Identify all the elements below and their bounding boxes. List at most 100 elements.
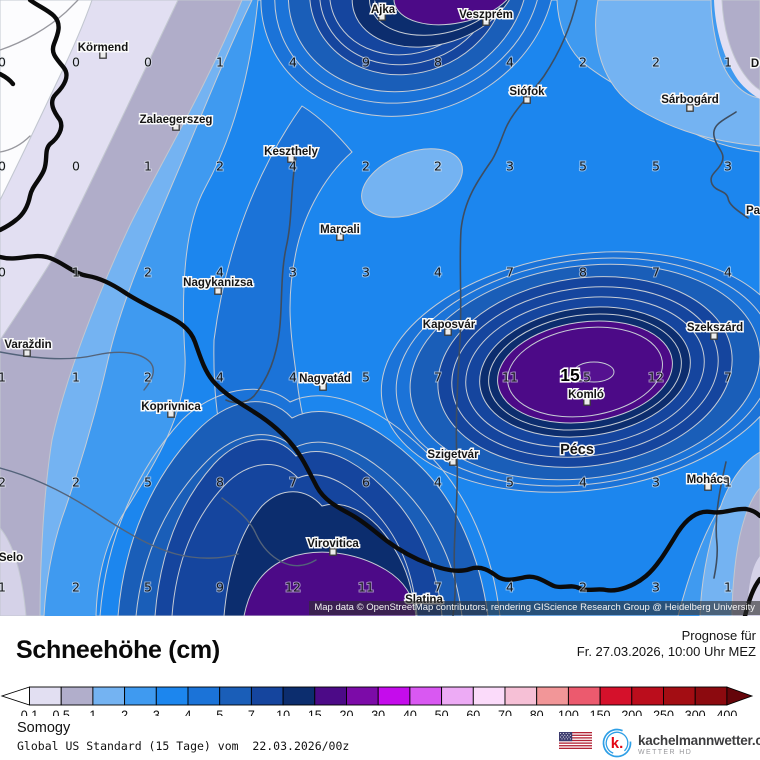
band-0.1-0.5-sw-corner (0, 527, 27, 616)
map-canvas[interactable]: Ajka Veszprém Körmend Zalaegerszeg Keszthely… (0, 0, 760, 616)
legend-segment (536, 686, 569, 706)
legend-segment (346, 686, 379, 706)
grid-value: 12 (285, 580, 301, 595)
city-label: Keszthely (264, 146, 318, 158)
grid-value: 15 (575, 370, 591, 385)
grid-value: 9 (216, 580, 224, 595)
legend-segment (599, 686, 633, 706)
pocket-1-2-northeast (595, 0, 760, 147)
city-marker (319, 383, 327, 391)
grid-value: 4 (579, 475, 587, 490)
forecast-info: Prognose für Fr. 27.03.2026, 10:00 Uhr M… (577, 628, 756, 661)
city-label: Nagyatád (299, 373, 351, 385)
admin-line-fejer (710, 111, 749, 219)
admin-borders (0, 0, 749, 616)
grid-value: 8 (216, 475, 224, 490)
grid-value: 4 (216, 265, 224, 280)
contour-4-ring-south (99, 388, 501, 616)
grid-value: 5 (362, 370, 370, 385)
grid-value: 9 (362, 55, 370, 70)
city-label: Koprivnica (141, 401, 201, 413)
legend-segment (219, 686, 252, 706)
legend-tick-label: 3 (153, 709, 160, 717)
contour-9-ring-east (465, 296, 705, 448)
grid-value: 1 (0, 370, 6, 385)
legend-tick-label: 250 (653, 709, 674, 717)
grid-value: 12 (648, 370, 664, 385)
grid-value: 0 (0, 159, 6, 174)
grid-value: 7 (724, 370, 732, 385)
grid-value: 1 (72, 265, 80, 280)
grid-value: 2 (579, 55, 587, 70)
border-west (0, 0, 69, 233)
grid-value: 0 (72, 159, 80, 174)
legend-tick-label: 20 (340, 709, 354, 717)
grid-value: 7 (506, 265, 514, 280)
grid-value: 2 (72, 580, 80, 595)
grid-value: 2 (579, 580, 587, 595)
grid-value: 4 (434, 265, 442, 280)
city-marker (444, 328, 452, 336)
city-label: Kaposvár (423, 319, 476, 331)
grid-value: 7 (652, 265, 660, 280)
grid-value: 0 (0, 55, 6, 70)
forecast-datetime: Fr. 27.03.2026, 10:00 Uhr MEZ (576, 644, 756, 660)
legend-tick-label: 1 (89, 709, 96, 717)
city-marker (583, 398, 591, 406)
admin-line-koprivnica (0, 467, 239, 559)
city-label: Szigetvár (427, 449, 479, 461)
legend-tick-label: 15 (308, 709, 322, 717)
info-panel: Schneehöhe (cm) Prognose für Fr. 27.03.2… (0, 616, 760, 760)
grid-value: 8 (434, 55, 442, 70)
grid-value: 5 (144, 475, 152, 490)
contour-9-ring-south (171, 464, 418, 616)
legend-segment (250, 686, 284, 706)
grid-value: 3 (289, 265, 297, 280)
legend-segment (314, 686, 347, 706)
grid-value: 1 (724, 55, 732, 70)
legend-tick-label: 0.1 (21, 709, 38, 717)
grid-value: 1 (0, 580, 6, 595)
legend-tick-label: 5 (216, 709, 223, 717)
legend-arrow-right (726, 686, 754, 706)
city-label: Sárbogárd (661, 94, 719, 106)
contour-6-ring-east (395, 257, 760, 487)
grid-value: 5 (144, 580, 152, 595)
grid-value: 5 (652, 159, 660, 174)
brand-text: kachelmannwetter.com WETTER HD (638, 733, 760, 756)
legend-tick-label: 10 (276, 709, 290, 717)
east-max-inner-ring (573, 361, 615, 383)
contour-13-ring-east (507, 326, 663, 418)
max-value-label: 15 (560, 365, 580, 385)
admin-line-virovitica (221, 497, 317, 567)
grid-value: 0 (144, 55, 152, 70)
band-0.1-0.5-ne (714, 0, 760, 99)
grid-value: 4 (434, 475, 442, 490)
legend-segment (124, 686, 157, 706)
city-label: Nagykanizsa (183, 277, 253, 289)
admin-line-tolna (452, 0, 578, 616)
contour-9-ring (329, 0, 487, 56)
band-0.5-1-ne-corner (721, 0, 760, 91)
legend-segment (631, 686, 664, 706)
grid-value: 2 (72, 475, 80, 490)
city-label: Ajka (371, 4, 396, 16)
city-label: Marcali (320, 224, 360, 236)
city-marker (336, 233, 344, 241)
snow-depth-map[interactable]: Ajka Veszprém Körmend Zalaegerszeg Keszthely… (0, 0, 760, 616)
grid-value: 8 (579, 265, 587, 280)
legend-segment (409, 686, 443, 706)
legend-segment (60, 686, 94, 706)
grid-value: 2 (652, 55, 660, 70)
legend-tick-label: 50 (435, 709, 449, 717)
grid-value: 2 (0, 475, 6, 490)
legend-segment (504, 686, 538, 706)
model-run-info: Global US Standard (15 Tage) vom 22.03.2… (17, 739, 350, 753)
grid-value: 4 (216, 370, 224, 385)
page-title: Schneehöhe (cm) (16, 636, 220, 664)
edge-place-label: Pa (746, 205, 760, 217)
city-marker (167, 410, 175, 418)
grid-value: 7 (289, 475, 297, 490)
grid-value: 0 (72, 55, 80, 70)
